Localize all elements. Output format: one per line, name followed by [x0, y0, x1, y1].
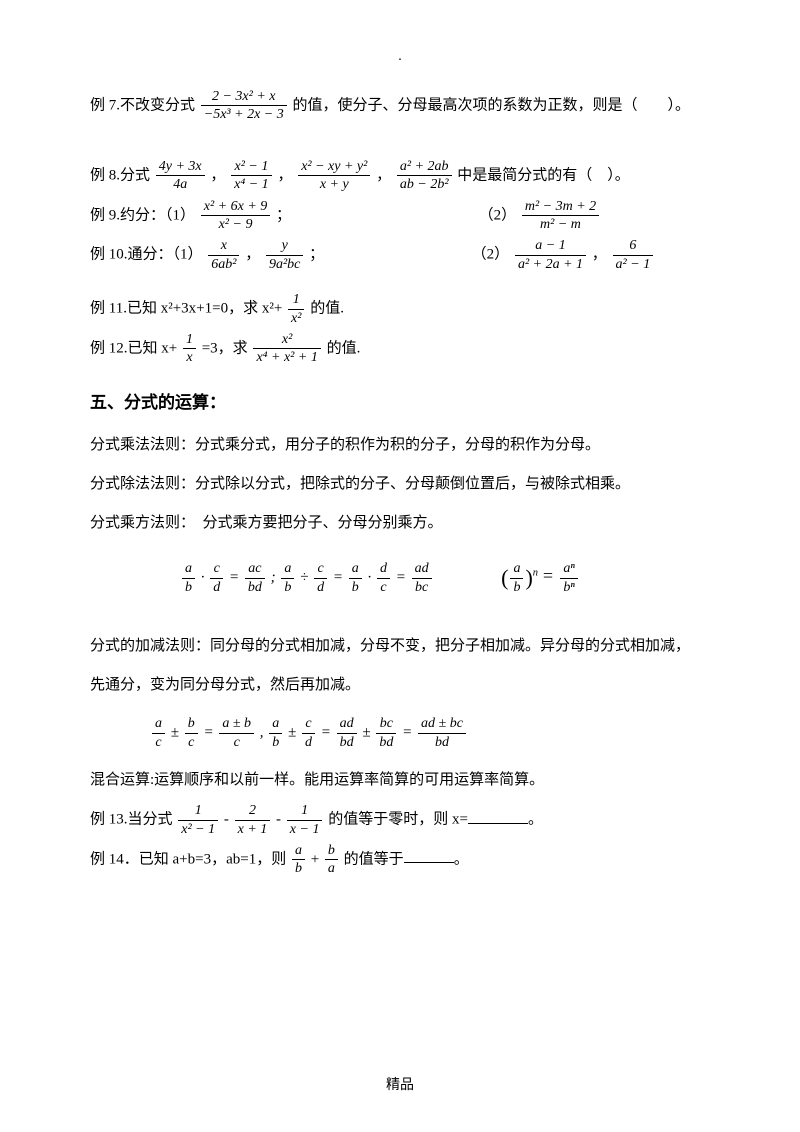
ex12-pre: 例 12.已知 x+ [90, 340, 177, 356]
ex11-pre: 例 11.已知 x²+3x+1=0，求 x²+ [90, 300, 282, 316]
ex9-pre: 例 9.约分：（1） [90, 207, 195, 223]
rule-pow: 分式乘方法则： 分式乘方要把分子、分母分别乘方。 [90, 507, 710, 540]
formula-add: ac ± bc = a ± bc , ab ± cd = adbd ± bcbd… [90, 716, 710, 750]
ex12-post: 的值. [327, 340, 361, 356]
page: . 例 7.不改变分式 2 − 3x² + x −5x³ + 2x − 3 的值… [0, 0, 800, 1132]
example-10: 例 10.通分：（1） x6ab² ， y9a²bc ； （2） a − 1a²… [90, 238, 710, 272]
blank-1 [468, 808, 528, 824]
ex11-post: 的值. [310, 300, 344, 316]
rule-add2: 先通分，变为同分母分式，然后再加减。 [90, 669, 710, 702]
ex14-pre: 例 14．已知 a+b=3，ab=1，则 [90, 851, 286, 867]
ex7-frac: 2 − 3x² + x −5x³ + 2x − 3 [201, 89, 287, 123]
header-dot: . [90, 50, 710, 64]
ex7-post: 的值，使分子、分母最高次项的系数为正数，则是（ ）。 [292, 97, 690, 113]
ex13-pre: 例 13.当分式 [90, 812, 173, 828]
ex10-pre: 例 10.通分：（1） [90, 247, 203, 263]
example-7: 例 7.不改变分式 2 − 3x² + x −5x³ + 2x − 3 的值，使… [90, 89, 710, 123]
rule-mix: 混合运算:运算顺序和以前一样。能用运算率简算的可用运算率简算。 [90, 764, 710, 797]
rule-mul: 分式乘法法则：分式乘分式，用分子的积作为积的分子，分母的积作为分母。 [90, 429, 710, 462]
example-14: 例 14．已知 a+b=3，ab=1，则 ab + ba 的值等于。 [90, 843, 710, 877]
ex8-post: 中是最简分式的有（ ）。 [457, 167, 630, 183]
footer: 精品 [0, 1071, 800, 1102]
example-13: 例 13.当分式 1x² − 1 - 2x + 1 - 1x − 1 的值等于零… [90, 803, 710, 837]
blank-2 [404, 847, 454, 863]
section-5-title: 五、分式的运算： [90, 384, 710, 421]
rule-div: 分式除法法则：分式除以分式，把除式的分子、分母颠倒位置后，与被除式相乘。 [90, 468, 710, 501]
example-8: 例 8.分式 4y + 3x4a ， x² − 1x⁴ − 1 ， x² − x… [90, 159, 710, 193]
example-11: 例 11.已知 x²+3x+1=0，求 x²+ 1x² 的值. [90, 292, 710, 326]
ex8-pre: 例 8.分式 [90, 167, 150, 183]
rule-add: 分式的加减法则：同分母的分式相加减，分母不变，把分子相加减。异分母的分式相加减， [90, 630, 710, 663]
example-12: 例 12.已知 x+ 1x =3，求 x²x⁴ + x² + 1 的值. [90, 332, 710, 366]
example-9: 例 9.约分：（1） x² + 6x + 9x² − 9 ； （2） m² − … [90, 199, 710, 233]
ex7-pre: 例 7.不改变分式 [90, 97, 195, 113]
formula-muldiv: ab · cd = acbd ; ab ÷ cd = ab · dc = adb… [90, 554, 710, 602]
